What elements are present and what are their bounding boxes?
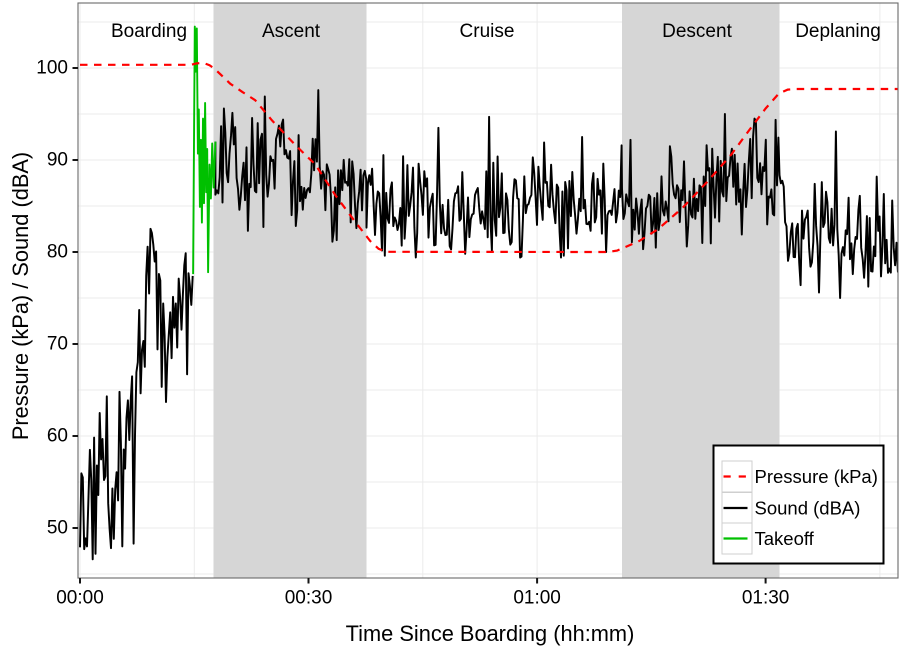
svg-text:90: 90 xyxy=(47,150,68,171)
svg-text:Descent: Descent xyxy=(662,21,732,42)
svg-text:Pressure (kPa) / Sound (dBA): Pressure (kPa) / Sound (dBA) xyxy=(8,152,33,440)
svg-text:Boarding: Boarding xyxy=(111,21,187,42)
svg-text:00:00: 00:00 xyxy=(56,588,104,609)
svg-text:Deplaning: Deplaning xyxy=(795,21,881,42)
svg-text:Sound (dBA): Sound (dBA) xyxy=(755,498,861,519)
svg-text:Pressure (kPa): Pressure (kPa) xyxy=(755,466,878,487)
svg-text:01:00: 01:00 xyxy=(513,588,561,609)
svg-text:100: 100 xyxy=(36,58,68,79)
svg-text:Cruise: Cruise xyxy=(460,21,515,42)
svg-text:00:30: 00:30 xyxy=(285,588,333,609)
svg-text:70: 70 xyxy=(47,334,68,355)
svg-text:Time Since Boarding (hh:mm): Time Since Boarding (hh:mm) xyxy=(346,621,635,646)
svg-text:Takeoff: Takeoff xyxy=(755,528,815,549)
svg-text:50: 50 xyxy=(47,518,68,539)
svg-text:60: 60 xyxy=(47,426,68,447)
svg-text:80: 80 xyxy=(47,242,68,263)
svg-text:Ascent: Ascent xyxy=(262,21,321,42)
svg-text:01:30: 01:30 xyxy=(742,588,790,609)
